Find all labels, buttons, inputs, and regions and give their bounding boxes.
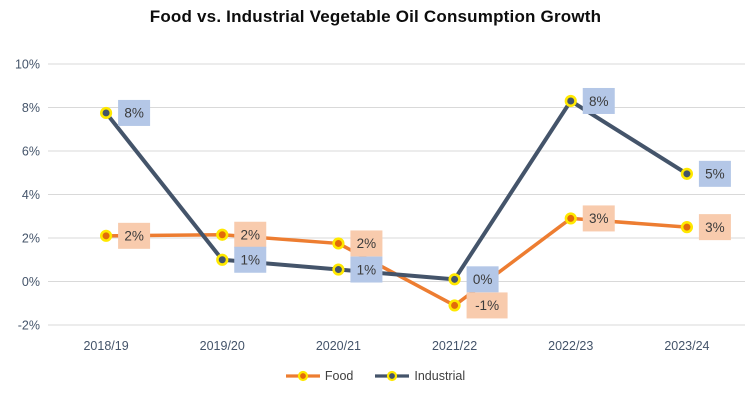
legend-item-food[interactable]: Food bbox=[285, 369, 354, 383]
data-point-marker-food bbox=[332, 237, 345, 250]
data-label-food: 2% bbox=[240, 228, 260, 243]
data-label-box-food bbox=[466, 292, 508, 319]
data-label-food: -1% bbox=[475, 298, 499, 313]
x-axis-tick-label: 2021/22 bbox=[432, 339, 477, 353]
legend-label-industrial: Industrial bbox=[414, 369, 466, 383]
data-label-box-industrial bbox=[118, 99, 151, 126]
y-axis-tick-label: 8% bbox=[22, 101, 40, 115]
data-label-box-industrial bbox=[582, 87, 615, 114]
series-line-food bbox=[106, 216, 688, 308]
data-label-industrial: 1% bbox=[357, 262, 377, 277]
data-point-marker-industrial bbox=[216, 253, 229, 266]
data-point-marker-industrial bbox=[448, 273, 461, 286]
data-point-marker-food bbox=[564, 212, 577, 225]
data-point-marker-industrial bbox=[332, 263, 345, 276]
data-label-food: 3% bbox=[589, 211, 609, 226]
legend: Food Industrial bbox=[0, 369, 751, 383]
data-label-industrial: 0% bbox=[473, 272, 493, 287]
data-label-food: 2% bbox=[357, 236, 377, 251]
data-label-box-food bbox=[234, 221, 267, 248]
x-axis-tick-label: 2018/19 bbox=[83, 339, 128, 353]
data-label-industrial: 8% bbox=[589, 94, 609, 109]
data-point-marker-food bbox=[99, 229, 113, 242]
industrial-line-marker-icon bbox=[375, 370, 410, 382]
series-line-industrial bbox=[104, 98, 688, 282]
y-axis-tick-label: 6% bbox=[22, 145, 40, 159]
data-label-food: 3% bbox=[705, 220, 725, 235]
y-axis-tick-label: 4% bbox=[22, 188, 40, 202]
y-axis-tick-label: 10% bbox=[15, 58, 40, 72]
data-label-box-industrial bbox=[350, 256, 383, 283]
chart-title: Food vs. Industrial Vegetable Oil Consum… bbox=[149, 7, 602, 26]
legend-item-industrial[interactable]: Industrial bbox=[375, 369, 465, 383]
data-label-box-industrial bbox=[234, 246, 267, 273]
data-point-marker-industrial bbox=[564, 94, 577, 108]
x-axis-tick-label: 2020/21 bbox=[316, 339, 361, 353]
data-label-industrial: 1% bbox=[240, 253, 260, 268]
data-label-box-food bbox=[350, 230, 383, 257]
data-point-marker-food bbox=[448, 299, 461, 312]
food-line-marker-icon bbox=[285, 370, 320, 382]
data-point-marker-industrial bbox=[99, 106, 113, 120]
data-label-box-industrial bbox=[698, 160, 731, 187]
data-label-box-food bbox=[118, 222, 151, 249]
y-axis-tick-label: 0% bbox=[22, 275, 40, 289]
data-label-box-industrial bbox=[466, 266, 499, 293]
data-label-industrial: 5% bbox=[705, 167, 725, 182]
x-axis-tick-label: 2022/23 bbox=[548, 339, 593, 353]
data-label-box-food bbox=[698, 214, 731, 241]
data-point-marker-food bbox=[216, 228, 229, 241]
data-label-industrial: 8% bbox=[124, 106, 144, 121]
x-axis-tick-label: 2019/20 bbox=[200, 339, 245, 353]
legend-label-food: Food bbox=[324, 369, 354, 383]
x-axis-tick-label: 2023/24 bbox=[664, 339, 709, 353]
data-label-food: 2% bbox=[124, 229, 144, 244]
y-axis-tick-label: 2% bbox=[22, 232, 40, 246]
data-point-marker-food bbox=[680, 221, 694, 234]
data-point-marker-industrial bbox=[680, 167, 694, 180]
y-axis-tick-label: -2% bbox=[18, 319, 40, 333]
data-label-box-food bbox=[582, 205, 615, 232]
